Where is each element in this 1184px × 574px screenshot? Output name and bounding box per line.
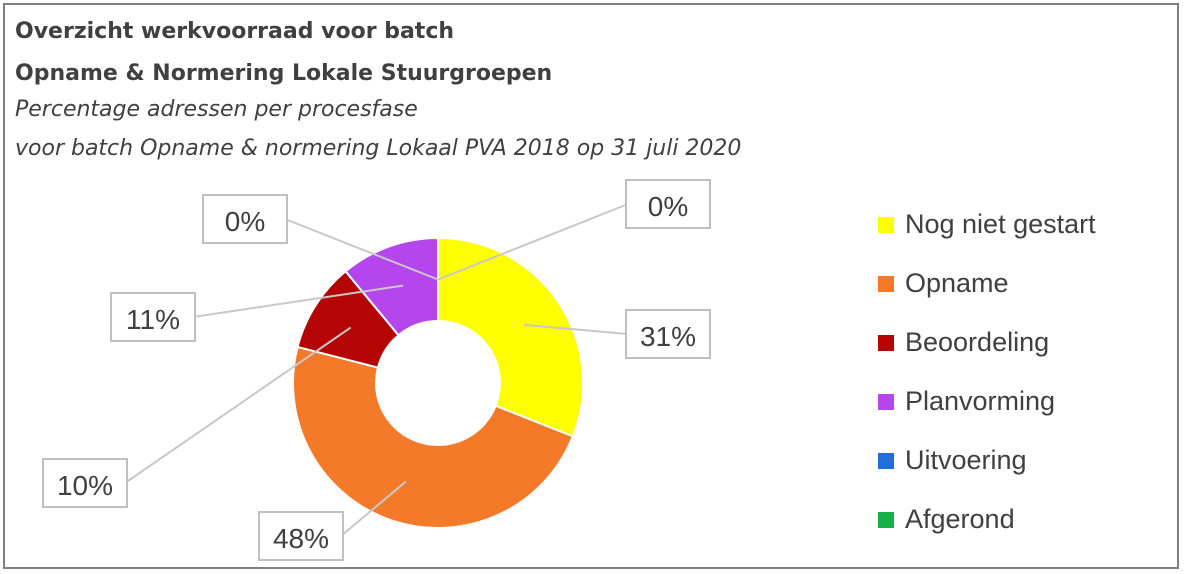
legend-swatch-afgerond (878, 512, 894, 528)
data-label-nog-niet-gestart: 31% (640, 321, 696, 352)
data-labels: 31% 48% 10% 11% 0% 0% (42, 179, 711, 561)
data-label-afgerond: 0% (648, 191, 688, 222)
slice-opname (292, 345, 575, 529)
leader-line-opname (340, 480, 407, 537)
data-label-box-opname (258, 511, 344, 561)
legend-swatch-nog-niet-gestart (878, 217, 894, 233)
data-label-planvorming: 11% (126, 304, 180, 335)
chart-subtitle-line2: voor batch Opname & normering Lokaal PVA… (15, 136, 742, 161)
leader-line-afgerond (437, 203, 629, 281)
data-label-box-planvorming (110, 292, 196, 342)
legend-swatch-planvorming (878, 394, 894, 410)
legend-swatch-opname (878, 276, 894, 292)
legend-label-afgerond: Afgerond (905, 504, 1015, 534)
chart-frame: Overzicht werkvoorraad voor batch Opname… (3, 3, 1179, 569)
legend-swatch-beoordeling (878, 335, 894, 351)
data-label-box-uitvoering (202, 194, 288, 244)
legend: Nog niet gestart Opname Beoordeling Planvor… (878, 209, 1096, 534)
legend-label-nog-niet-gestart: Nog niet gestart (905, 209, 1096, 239)
leader-line-nog-niet-gestart (523, 323, 629, 335)
leader-line-beoordeling (124, 326, 352, 484)
leader-line-planvorming (192, 284, 404, 318)
data-label-box-beoordeling (42, 458, 128, 508)
leader-line-uitvoering (284, 218, 439, 281)
data-label-beoordeling: 10% (57, 470, 113, 501)
data-label-box-nog-niet-gestart (625, 309, 711, 359)
data-label-opname: 48% (273, 523, 329, 554)
chart-title-line2: Opname & Normering Lokale Stuurgroepen (15, 61, 553, 86)
legend-label-beoordeling: Beoordeling (905, 327, 1049, 357)
chart-subtitle: Percentage adressen per procesfase (15, 97, 418, 122)
legend-label-opname: Opname (905, 268, 1009, 298)
slice-nog-niet-gestart (437, 236, 584, 438)
leader-lines (124, 203, 629, 537)
legend-label-uitvoering: Uitvoering (905, 445, 1027, 475)
data-label-uitvoering: 0% (225, 206, 265, 237)
chart-title: Overzicht werkvoorraad voor batch (15, 19, 455, 44)
slices (292, 236, 584, 529)
legend-label-planvorming: Planvorming (905, 386, 1055, 416)
data-label-box-afgerond (625, 179, 711, 229)
legend-swatch-uitvoering (878, 453, 894, 469)
